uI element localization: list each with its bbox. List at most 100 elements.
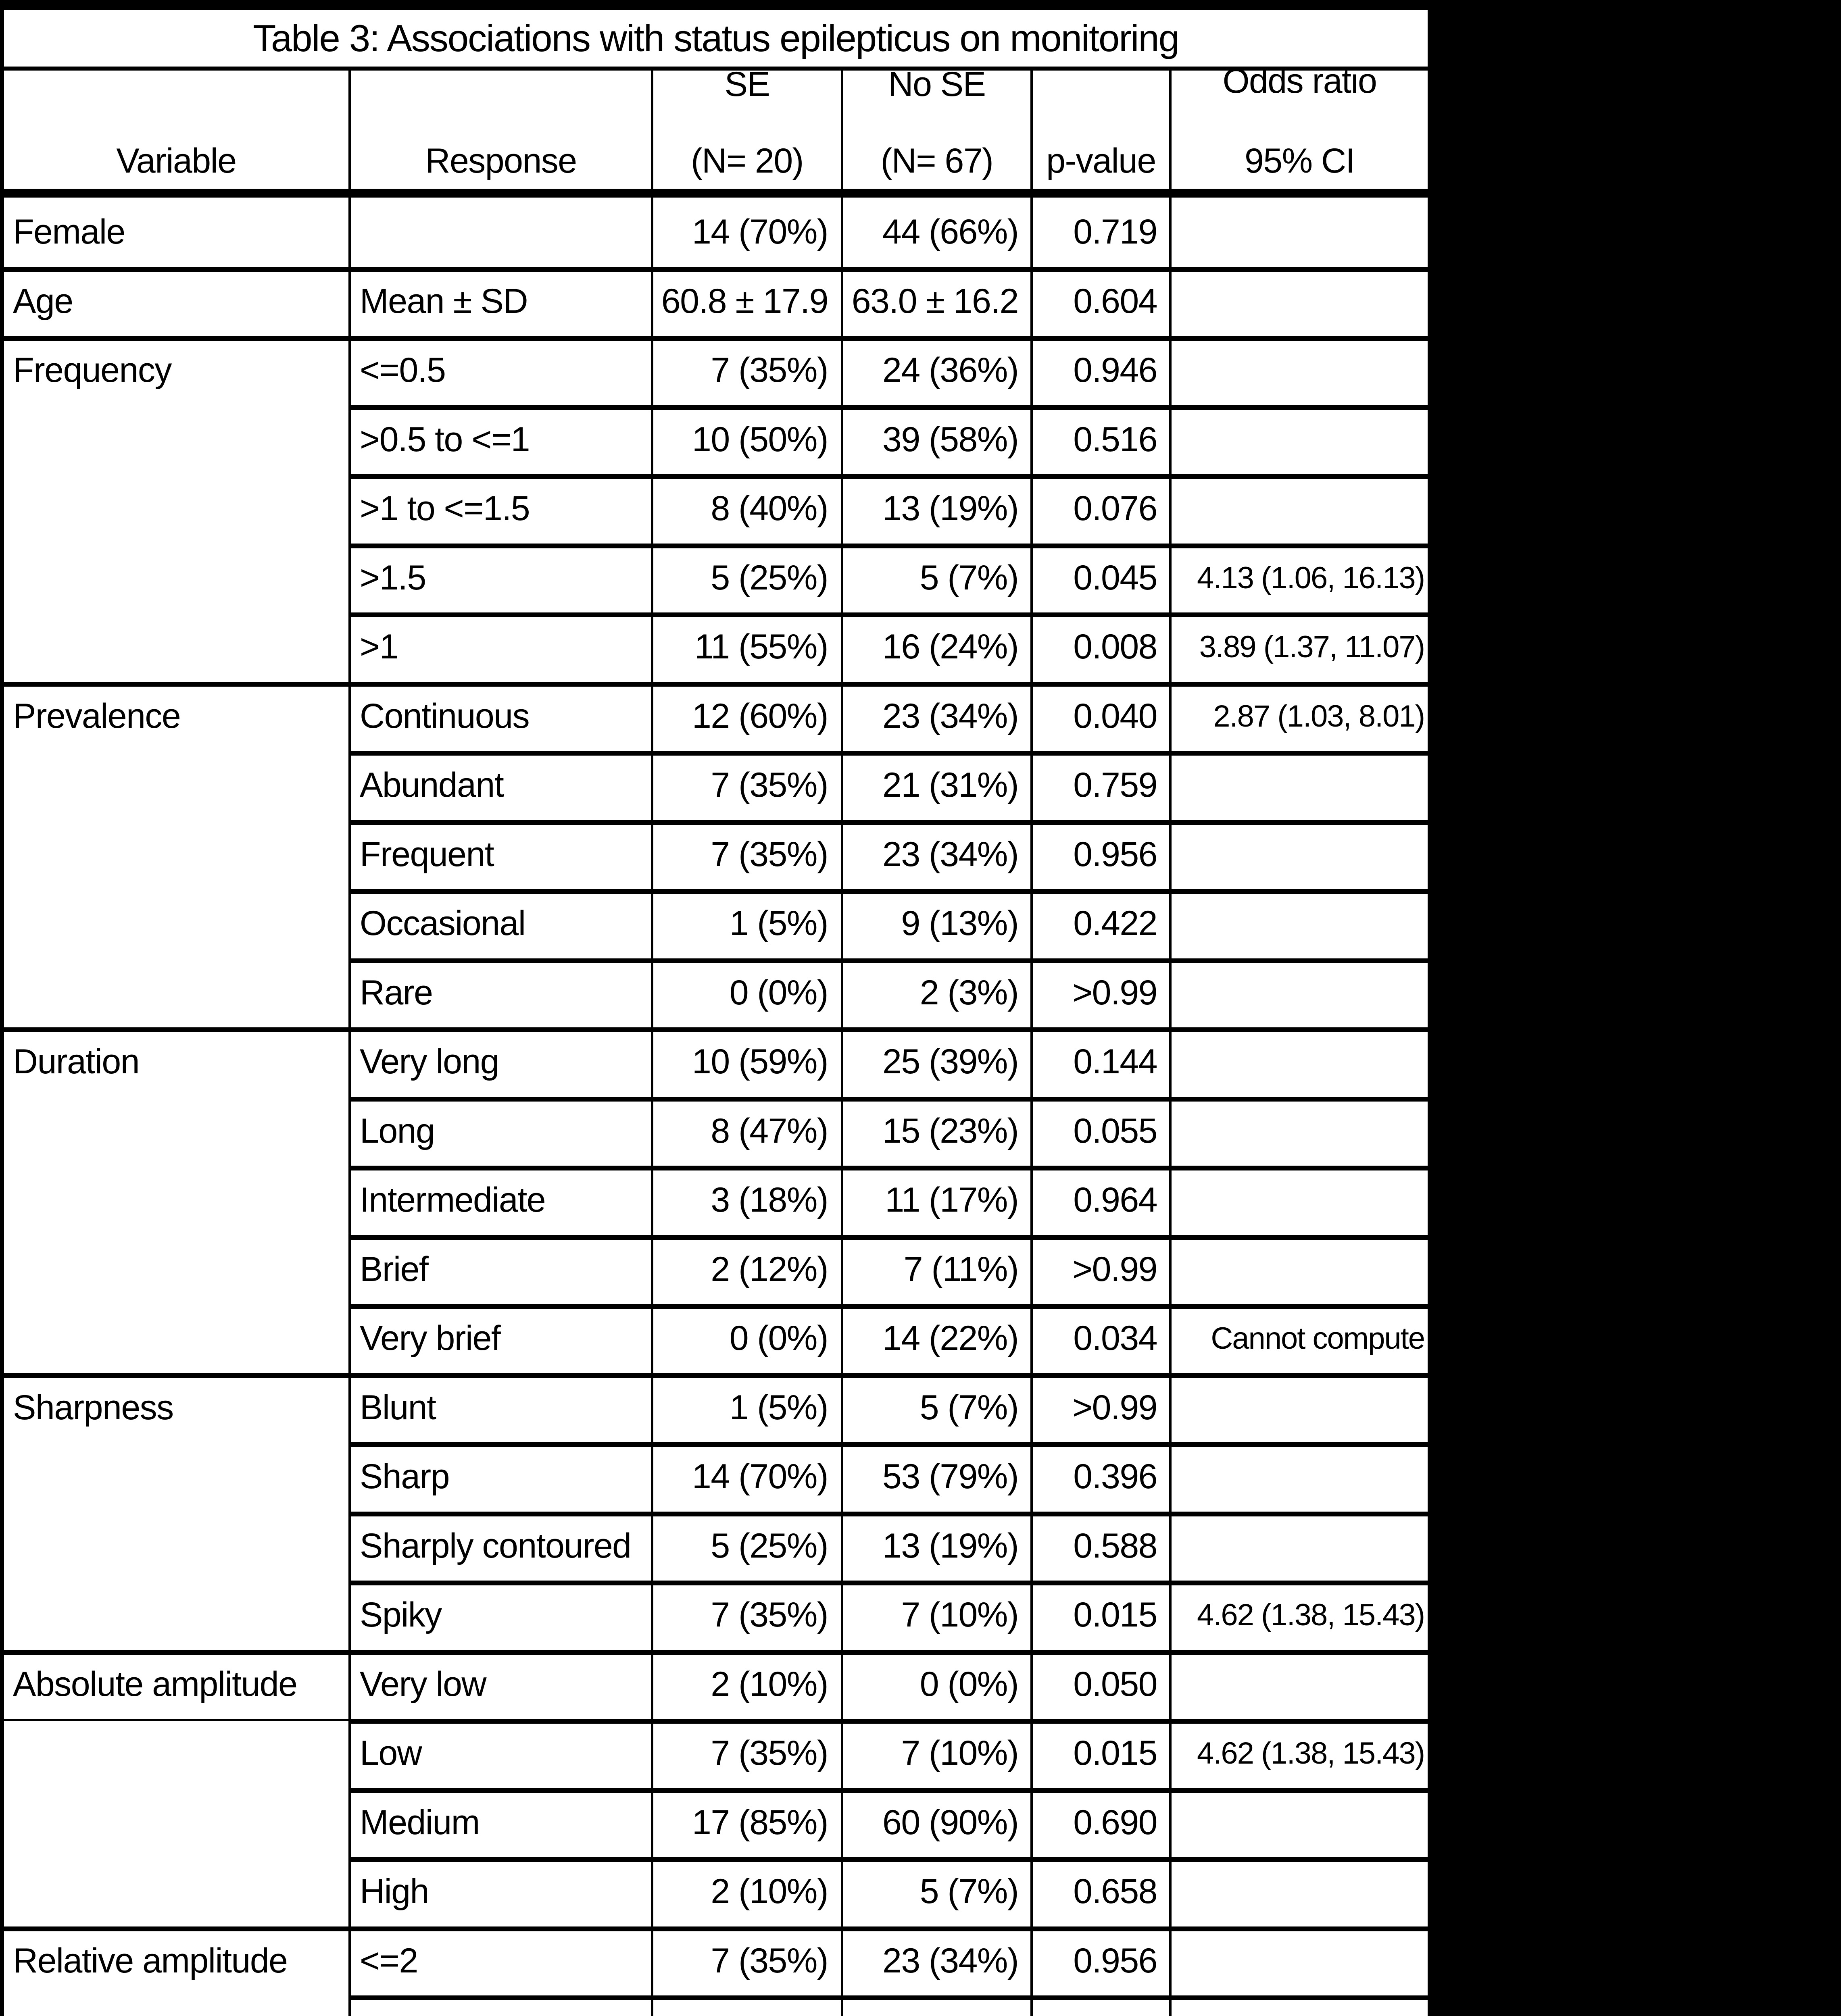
odds-ratio-cell (1172, 1373, 1428, 1443)
odds-ratio-cell: 4.13 (1.06, 16.13) (1197, 560, 1425, 595)
variable-cell (4, 1304, 351, 1373)
variable-cell (4, 474, 351, 544)
table-row: >1 to <=1.5 8 (40%) 13 (19%) 0.076 (4, 474, 1428, 544)
response-cell: Sharply contoured (351, 1511, 653, 1581)
no-se-count-cell: 15 (23%) (843, 1096, 1033, 1166)
variable-cell (4, 1581, 351, 1650)
se-count-cell: 7 (35%) (653, 1926, 843, 1995)
response-cell: Rare (351, 958, 653, 1027)
se-count-cell: 7 (35%) (653, 1719, 843, 1788)
variable-cell: Prevalence (4, 681, 351, 751)
response-cell: <=0.5 (351, 336, 653, 405)
response-cell: >1 to <=1.5 (351, 474, 653, 544)
p-value-cell: 0.604 (1033, 267, 1172, 336)
no-se-count-cell: 63.0 ± 16.2 (843, 267, 1033, 336)
variable-cell (4, 612, 351, 682)
response-cell: <=2 (351, 1926, 653, 1995)
odds-ratio-cell: Cannot compute (1211, 1321, 1425, 1356)
table-row: Relative amplitude <=2 7 (35%) 23 (34%) 0.95… (4, 1926, 1428, 1996)
no-se-count-cell: 7 (10%) (843, 1581, 1033, 1650)
row-separator (351, 1096, 1428, 1102)
odds-ratio-cell (1172, 1857, 1428, 1926)
se-count-cell: 5 (25%) (653, 1511, 843, 1581)
response-cell: High (351, 1857, 653, 1926)
p-value-cell: >0.99 (1033, 958, 1172, 1027)
odds-ratio-cell (1172, 1926, 1428, 1996)
no-se-count-cell: 0 (0%) (843, 1649, 1033, 1719)
p-value-cell: 0.422 (1033, 889, 1172, 958)
se-count-cell: 0 (0%) (653, 958, 843, 1027)
no-se-count-cell: 7 (10%) (843, 1719, 1033, 1788)
table-body: Female 14 (70%) 44 (66%) 0.719 Age Mean ± SD 6… (4, 198, 1428, 2016)
variable-cell: Absolute amplitude (4, 1649, 351, 1719)
no-se-count-cell: 5 (7%) (843, 1857, 1033, 1926)
no-se-count-cell: 7 (11%) (843, 1235, 1033, 1304)
p-value-cell: 0.588 (1033, 1511, 1172, 1581)
no-se-count-cell: 39 (58%) (843, 405, 1033, 474)
table-row: Medium 17 (85%) 60 (90%) 0.690 (4, 1788, 1428, 1857)
response-cell: >0.5 to <=1 (351, 405, 653, 474)
response-cell: >1 (351, 612, 653, 682)
row-separator (351, 751, 1428, 756)
table-row: Sharpness Blunt 1 (5%) 5 (7%) >0.99 (4, 1373, 1428, 1443)
p-value-cell: 0.015 (1033, 1581, 1172, 1650)
p-value-cell: >0.99 (1033, 1235, 1172, 1304)
header-odds-ratio: Odds ratio 95% CI (1172, 64, 1428, 189)
response-cell: Occasional (351, 889, 653, 958)
variable-cell (4, 1235, 351, 1304)
black-margin-right (1428, 0, 1841, 2016)
variable-cell (4, 1719, 351, 1788)
se-count-cell: 2 (10%) (653, 1649, 843, 1719)
odds-ratio-cell (1172, 1442, 1428, 1512)
header-variable: Variable (4, 71, 351, 189)
row-separator (351, 1442, 1428, 1447)
variable-cell (4, 1511, 351, 1581)
se-count-cell: 7 (35%) (653, 751, 843, 820)
table-row: >217 (85%)48 (72%)0.228 (4, 1995, 1428, 2016)
header-odds-ratio-line2: 95% CI (1244, 142, 1355, 180)
row-separator (351, 543, 1428, 548)
no-se-count-cell: 23 (34%) (843, 820, 1033, 889)
table-row: Abundant 7 (35%) 21 (31%) 0.759 (4, 751, 1428, 820)
odds-ratio-cell (1172, 751, 1428, 820)
response-cell: Frequent (351, 820, 653, 889)
p-value-cell: 0.658 (1033, 1857, 1172, 1926)
p-value-cell: 0.946 (1033, 336, 1172, 405)
row-separator (351, 612, 1428, 617)
se-count-cell: 10 (59%) (653, 1027, 843, 1097)
variable-cell (4, 1442, 351, 1512)
table-row: Very brief 0 (0%) 14 (22%) 0.034 Cannot comp… (4, 1304, 1428, 1373)
se-count-cell: 8 (47%) (653, 1096, 843, 1166)
odds-ratio-cell (1172, 1235, 1428, 1304)
odds-ratio-cell: 2.87 (1.03, 8.01) (1213, 699, 1425, 733)
no-se-count-cell: 48 (72%) (843, 1995, 1033, 2016)
table-row: Prevalence Continuous 12 (60%) 23 (34%) 0.04… (4, 681, 1428, 751)
variable-cell (4, 751, 351, 820)
header-p-value: p-value (1033, 71, 1172, 189)
odds-ratio-cell (1172, 1097, 1428, 1166)
variable-cell (4, 1096, 351, 1166)
variable-cell (4, 958, 351, 1027)
header-no-se-line2: (N= 67) (880, 142, 994, 180)
p-value-cell: 0.964 (1033, 1166, 1172, 1235)
se-count-cell: 3 (18%) (653, 1166, 843, 1235)
row-separator (351, 1581, 1428, 1585)
row-separator (4, 1373, 1428, 1378)
variable-cell: Female (4, 198, 351, 267)
table-row: Brief 2 (12%) 7 (11%) >0.99 (4, 1235, 1428, 1304)
table-row: Sharply contoured 5 (25%) 13 (19%) 0.588 (4, 1511, 1428, 1581)
table-row: Age Mean ± SD 60.8 ± 17.9 63.0 ± 16.2 0.604 (4, 267, 1428, 336)
odds-ratio-cell (1172, 889, 1428, 958)
no-se-count-cell: 44 (66%) (843, 198, 1033, 267)
response-cell: Very long (351, 1027, 653, 1097)
p-value-cell: 0.956 (1033, 820, 1172, 889)
header-variable-label: Variable (116, 142, 237, 180)
se-count-cell: 1 (5%) (653, 889, 843, 958)
row-separator (4, 1027, 1428, 1032)
row-separator (351, 889, 1428, 894)
odds-ratio-cell: 4.62 (1.38, 15.43) (1197, 1598, 1425, 1633)
p-value-cell: 0.759 (1033, 751, 1172, 820)
variable-cell (4, 820, 351, 889)
variable-cell (4, 1166, 351, 1235)
table-row: Female 14 (70%) 44 (66%) 0.719 (4, 198, 1428, 267)
